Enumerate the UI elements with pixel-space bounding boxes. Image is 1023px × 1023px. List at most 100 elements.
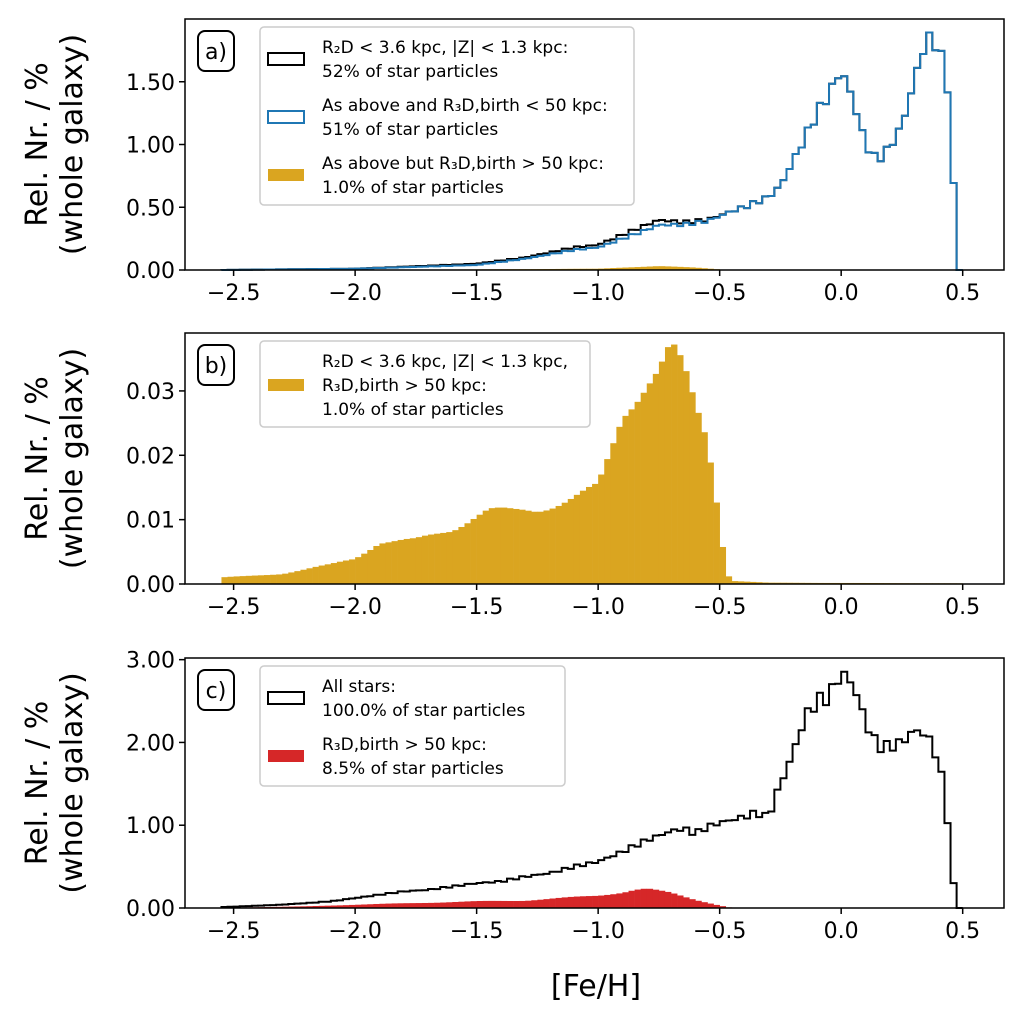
hist-bar <box>671 893 678 908</box>
hist-bar <box>318 905 326 908</box>
x-tick-label: −0.5 <box>693 281 746 306</box>
hist-bar <box>476 900 484 908</box>
hist-bar <box>355 904 362 908</box>
hist-bar <box>610 268 617 270</box>
legend-text: 52% of star particles <box>322 62 498 82</box>
hist-bar <box>622 415 629 584</box>
hist-bar <box>573 896 581 908</box>
x-tick-label: −1.0 <box>571 281 624 306</box>
hist-bar <box>707 462 714 584</box>
hist-bar <box>634 401 641 584</box>
x-tick-label: 0.0 <box>824 281 859 306</box>
x-tick-label: 0.5 <box>945 595 980 620</box>
hist-bar <box>336 905 344 908</box>
hist-bar <box>324 905 332 908</box>
hist-bar <box>610 443 617 584</box>
hist-bar <box>391 541 398 584</box>
y-tick-label: 0.00 <box>126 573 175 598</box>
hist-bar <box>500 900 508 908</box>
hist-bar <box>664 891 672 908</box>
legend-text: All stars: <box>322 677 396 697</box>
hist-bar <box>555 897 562 908</box>
hist-bar <box>470 518 477 584</box>
hist-bar <box>604 459 611 584</box>
hist-bar <box>452 530 459 584</box>
hist-bar <box>598 895 605 908</box>
legend-text: R₃D,birth > 50 kpc: <box>322 735 487 755</box>
hist-bar <box>251 575 259 584</box>
hist-bar <box>318 565 326 584</box>
hist-bar <box>440 902 447 908</box>
hist-bar <box>519 900 526 908</box>
hist-bar <box>500 507 508 584</box>
hist-bar <box>342 560 350 584</box>
hist-bar <box>513 901 520 908</box>
y-tick-label: 1.00 <box>126 134 175 159</box>
x-tick-label: −1.5 <box>450 595 503 620</box>
y-tick-label: 0.50 <box>126 196 175 221</box>
x-axis-label: [Fe/H] <box>551 969 641 1004</box>
panel-label: c) <box>206 679 227 704</box>
hist-bar <box>743 581 751 584</box>
hist-bar <box>756 582 763 584</box>
hist-bar <box>695 267 702 270</box>
hist-bar <box>373 903 380 908</box>
hist-bar <box>719 906 727 908</box>
hist-bar <box>658 361 666 584</box>
legend-text: 8.5% of star particles <box>322 759 504 779</box>
hist-bar <box>592 895 599 908</box>
legend-text: R₃D,birth > 50 kpc: <box>322 376 487 396</box>
hist-bar <box>634 889 641 908</box>
axes-frame <box>184 657 1005 909</box>
y-tick-label: 0.01 <box>126 509 175 534</box>
panel-label: a) <box>205 40 227 65</box>
legend: R₂D < 3.6 kpc, |Z| < 1.3 kpc, R₃D,birth >… <box>259 340 591 428</box>
hist-bar <box>525 510 532 584</box>
hist-bar <box>610 894 617 908</box>
panel-label: b) <box>205 354 228 379</box>
hist-bar <box>683 371 690 584</box>
hist-bar <box>677 355 684 584</box>
legend-text: As above but R₃D,birth > 50 kpc: <box>322 154 604 174</box>
y-axis-label: (whole galaxy) <box>55 34 90 255</box>
hist-bar <box>579 490 587 584</box>
legend-text: R₂D < 3.6 kpc, |Z| < 1.3 kpc: <box>322 38 568 58</box>
legend-handle <box>267 691 305 705</box>
hist-bar <box>263 575 271 584</box>
hist-bar <box>646 266 654 270</box>
hist-bar <box>397 903 405 908</box>
hist-bar <box>762 582 769 584</box>
x-tick-label: −2.0 <box>328 595 381 620</box>
hist-bar <box>379 903 386 908</box>
y-tick-label: 1.50 <box>126 71 175 96</box>
legend-box <box>259 26 635 206</box>
hist-bar <box>458 526 465 584</box>
hist-bar <box>537 511 544 584</box>
panel-label-box <box>197 30 235 72</box>
hist-bar <box>221 577 228 584</box>
hist-bar <box>385 542 392 584</box>
hist-bar <box>713 502 720 584</box>
hist-bar <box>482 510 490 584</box>
hist-bar <box>306 906 313 908</box>
legend-handle <box>268 169 304 181</box>
legend-handle <box>268 750 304 762</box>
hist-bar <box>689 392 696 584</box>
hist-bar <box>646 888 654 908</box>
hist-bar <box>361 553 368 584</box>
hist-bar <box>567 896 575 908</box>
hist-bar <box>391 903 398 908</box>
hist-bar <box>658 890 666 908</box>
legend: All stars: 100.0% of star particles R₃D,bi… <box>259 665 566 787</box>
x-tick-label: −1.5 <box>450 281 503 306</box>
hist-bar <box>561 502 569 584</box>
hist-bar <box>664 266 672 270</box>
hist-bar <box>573 494 581 584</box>
legend-text: 1.0% of star particles <box>322 178 504 198</box>
hist-bar <box>628 890 635 908</box>
x-tick-label: 0.5 <box>945 919 980 944</box>
hist-bar <box>652 373 660 584</box>
hist-bar <box>646 383 654 584</box>
panel-b: −2.5 −2.0 −1.5 −1.0 −0.5 0.0 0.5 0.00 0.01 0.02 0.… <box>20 332 1005 620</box>
hist-bar <box>239 576 247 584</box>
